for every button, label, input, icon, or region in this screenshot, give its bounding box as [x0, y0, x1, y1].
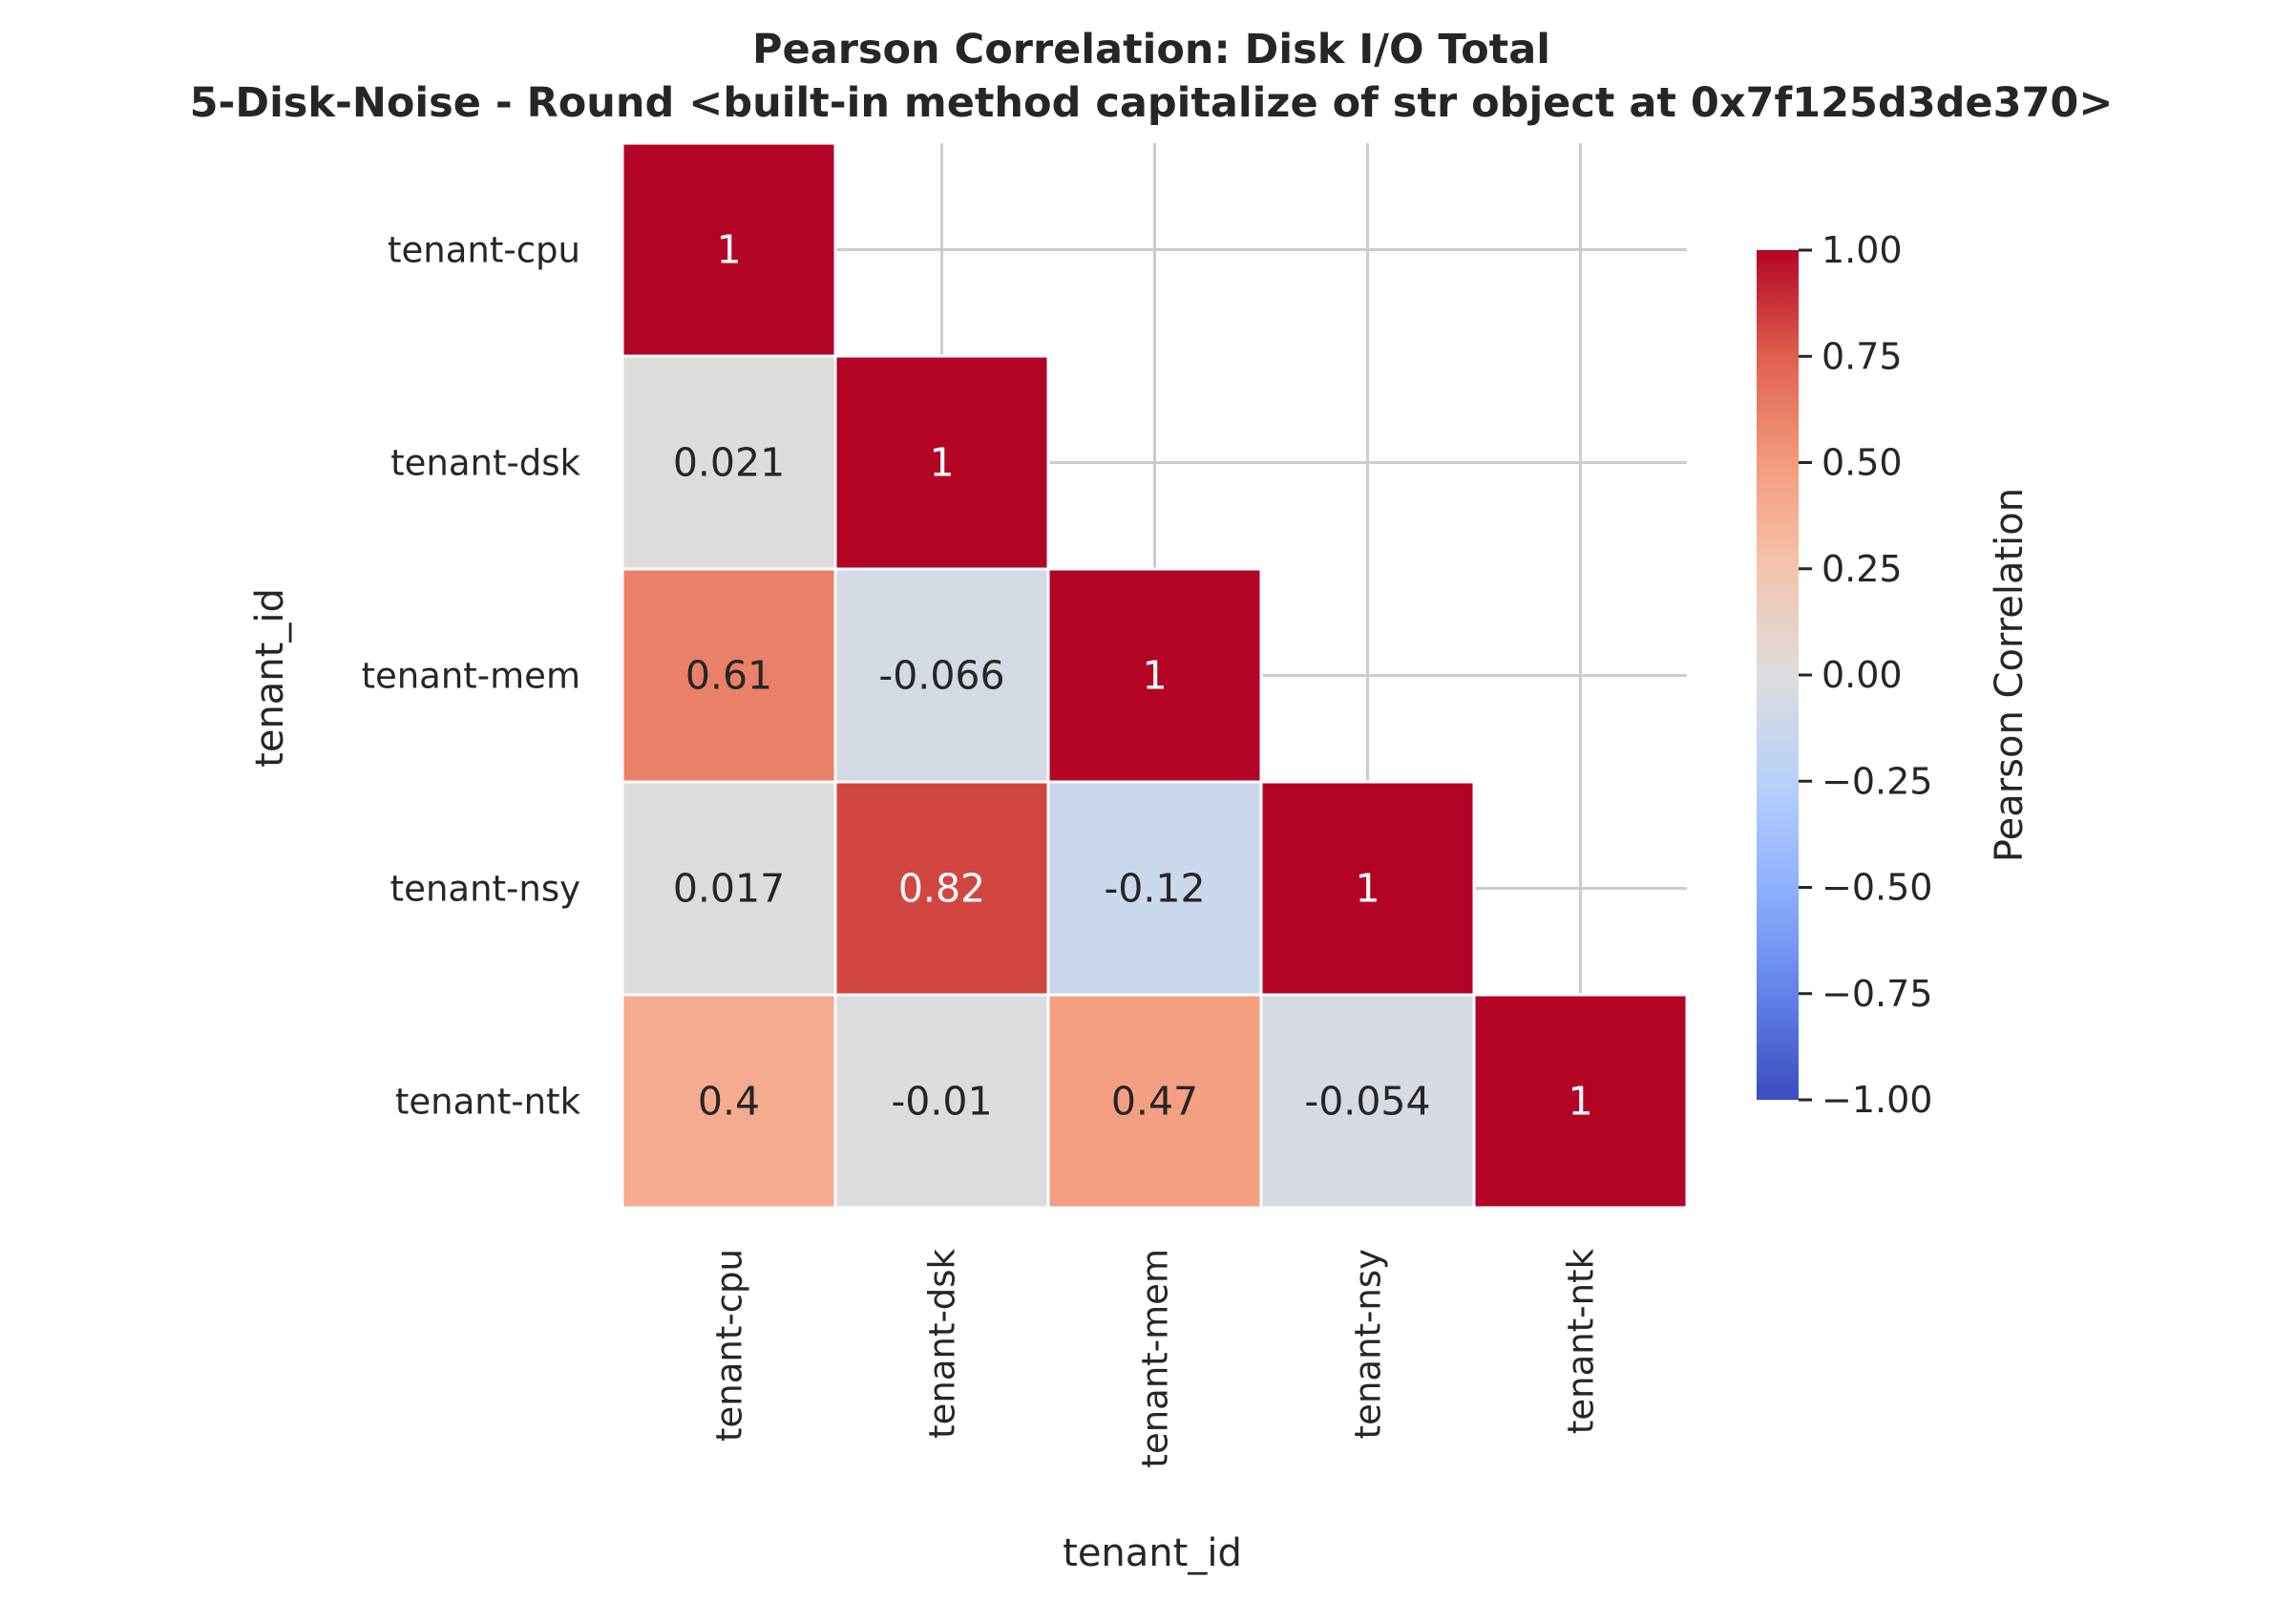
heatmap-cell: [1259, 780, 1476, 997]
x-tick-labels: tenant-cpu tenant-dsk tenant-mem tenant-nsy…: [709, 1248, 1602, 1467]
heatmap-cell: [833, 780, 1050, 997]
heatmap-cell-label: 0.47: [1111, 1079, 1198, 1125]
heatmap-cell-label: 1: [929, 440, 954, 486]
colorbar-tick-label: 0.75: [1822, 335, 1903, 377]
heatmap-cell-label: 1: [1142, 653, 1167, 699]
y-axis-label: tenant_id: [248, 588, 292, 768]
heatmap-cell: [1259, 993, 1476, 1210]
colorbar-tick-label: −0.75: [1822, 973, 1932, 1015]
x-tick-label: tenant-dsk: [922, 1248, 963, 1438]
y-tick-label: tenant-dsk: [390, 443, 580, 484]
x-tick-label: tenant-cpu: [709, 1249, 750, 1442]
colorbar-tick-label: −0.25: [1822, 760, 1932, 802]
chart-title-line-2: 5-Disk-Noise - Round <built-in method ca…: [190, 79, 2114, 127]
heatmap-cell-labels: 1 0.021 1 0.61 -0.066 1 0.017 0.82 -0.12 1 0.4 -0.0…: [673, 227, 1593, 1125]
heatmap-cell-label: 0.4: [698, 1079, 760, 1125]
x-tick-label: tenant-mem: [1135, 1249, 1176, 1468]
heatmap-cell: [1472, 993, 1689, 1210]
colorbar-label: Pearson Correlation: [1988, 488, 2032, 862]
heatmap-cell-label: 1: [1355, 866, 1380, 912]
y-tick-label: tenant-cpu: [388, 230, 580, 271]
colorbar-tick-label: 0.25: [1822, 548, 1903, 590]
chart-title-line-1: Pearson Correlation: Disk I/O Total: [752, 26, 1550, 74]
colorbar-tick-label: −1.00: [1822, 1079, 1932, 1121]
heatmap-cell: [1046, 993, 1263, 1210]
heatmap-cell-label: -0.01: [891, 1079, 992, 1125]
heatmap-cell-label: 1: [1568, 1079, 1592, 1125]
heatmap-cell-label: -0.066: [878, 653, 1004, 699]
heatmap-cells: [621, 141, 1689, 1210]
heatmap-cell: [833, 993, 1050, 1210]
heatmap-cell: [621, 141, 837, 358]
x-tick-label: tenant-ntk: [1561, 1248, 1602, 1434]
y-tick-label: tenant-ntk: [395, 1082, 581, 1123]
heatmap-cell: [621, 780, 837, 997]
heatmap-cell-label: 0.017: [673, 866, 785, 912]
colorbar: [1757, 250, 1799, 1100]
heatmap-cell: [621, 567, 837, 784]
heatmap-cell: [1046, 567, 1263, 784]
x-axis-label: tenant_id: [1063, 1531, 1242, 1575]
heatmap-cell: [621, 354, 837, 571]
y-tick-labels: tenant-cpu tenant-dsk tenant-mem tenant-nsy…: [361, 230, 580, 1123]
heatmap-cell-label: 0.61: [685, 653, 772, 699]
colorbar-tick-label: −0.50: [1822, 867, 1932, 909]
colorbar-ticks: 1.00 0.75 0.50 0.25 0.00 −0.25 −0.50 −0.75 −1.00: [1799, 229, 1932, 1121]
heatmap-cell: [1046, 780, 1263, 997]
colorbar-tick-label: 1.00: [1822, 229, 1903, 271]
heatmap-cell-label: 0.021: [673, 440, 785, 486]
x-tick-label: tenant-nsy: [1348, 1249, 1389, 1439]
heatmap-cell-label: 0.82: [898, 866, 985, 912]
heatmap-cell-label: 1: [716, 227, 741, 273]
heatmap-cell: [833, 567, 1050, 784]
heatmap-cell-label: -0.12: [1104, 866, 1205, 912]
y-tick-label: tenant-nsy: [390, 869, 580, 910]
heatmap-cell: [621, 993, 837, 1210]
heatmap-cell-label: -0.054: [1304, 1079, 1430, 1125]
colorbar-tick-label: 0.50: [1822, 442, 1903, 484]
y-tick-label: tenant-mem: [361, 656, 580, 697]
colorbar-tick-label: 0.00: [1822, 654, 1903, 696]
